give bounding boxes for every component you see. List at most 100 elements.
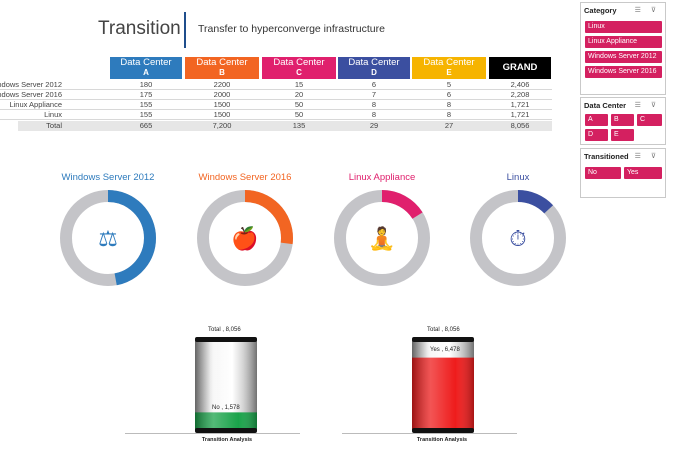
slicer-filter-icons[interactable]: ☰ ⊽ xyxy=(634,153,660,160)
slicer-title: Transitioned xyxy=(584,152,629,161)
table-row: Linux 155 1500 50 8 8 1,721 xyxy=(0,110,552,120)
table-cell: 665 xyxy=(139,121,153,130)
chart-axis-label: Transition Analysis xyxy=(201,437,253,443)
cylinder-shine xyxy=(195,340,257,430)
table-cell: 8 xyxy=(446,100,452,109)
slicer-item-yes[interactable]: Yes xyxy=(624,167,662,179)
chart-axis-line xyxy=(342,433,517,434)
slicer-item-windows-server-2016[interactable]: Windows Server 2016 xyxy=(585,66,662,78)
column-header-letter: A xyxy=(143,68,149,77)
column-header-label: Data Center xyxy=(273,57,325,68)
column-header-label: Data Center xyxy=(120,57,172,68)
row-total: 1,721 xyxy=(510,110,530,119)
row-total: 8,056 xyxy=(510,121,530,130)
table-cell: 8 xyxy=(371,110,377,119)
apple-icon: 🍎 xyxy=(231,225,258,252)
column-header-label: Data Center xyxy=(196,57,248,68)
row-label: Windows Server 2012 xyxy=(0,80,62,89)
table-cell: 180 xyxy=(139,80,153,89)
row-total: 2,406 xyxy=(510,80,530,89)
row-total: 1,721 xyxy=(510,100,530,109)
donut-charts: ⚖ 🍎 🧘 ⏱ xyxy=(60,190,566,286)
slicer-item-a[interactable]: A xyxy=(585,114,608,126)
donut-title-windows-server-2016: Windows Server 2016 xyxy=(198,172,292,183)
transition-chart-yes xyxy=(412,337,474,433)
table-cell: 8 xyxy=(371,100,377,109)
slicer-filter-icons[interactable]: ☰ ⊽ xyxy=(634,102,660,109)
table-cell: 1500 xyxy=(213,110,231,119)
table-cell: 135 xyxy=(292,121,306,130)
table-cell: 27 xyxy=(444,121,454,130)
transition-charts xyxy=(195,337,474,433)
category-slicer: Category ☰ ⊽ Linux Linux Appliance Windo… xyxy=(580,2,666,95)
slicer-title: Category xyxy=(584,6,617,15)
chart-value-label: No , 1,578 xyxy=(212,405,240,411)
donut-windows-server-2012: ⚖ xyxy=(60,190,156,286)
slicer-item-linux[interactable]: Linux xyxy=(585,21,662,33)
column-header-label: Data Center xyxy=(423,57,475,68)
table-cell: 155 xyxy=(139,110,153,119)
row-label: Linux xyxy=(44,110,62,119)
page-title: Transition xyxy=(98,18,181,39)
donut-segment xyxy=(60,190,156,286)
column-header-letter: E xyxy=(446,68,452,77)
cylinder-cap-bottom xyxy=(412,428,474,433)
table-cell: 175 xyxy=(139,90,153,99)
donut-segment xyxy=(334,190,430,286)
chart-value-label: Yes , 6,478 xyxy=(430,347,460,353)
row-label: Windows Server 2016 xyxy=(0,90,62,99)
title-divider xyxy=(184,12,186,48)
donut-linux-appliance: 🧘 xyxy=(334,190,430,286)
grand-total-header: GRAND TOTAL xyxy=(489,57,551,95)
donut-title-linux: Linux xyxy=(506,172,530,183)
column-header-d: Data Center D xyxy=(338,57,410,79)
slicer-item-no[interactable]: No xyxy=(585,167,621,179)
table-cell: 5 xyxy=(446,80,452,89)
slicer-item-c[interactable]: C xyxy=(637,114,662,126)
slicer-item-e[interactable]: E xyxy=(611,129,634,141)
table-cell: 15 xyxy=(294,80,304,89)
table-cell: 2200 xyxy=(213,80,231,89)
table-cell: 29 xyxy=(369,121,379,130)
meditation-icon: 🧘 xyxy=(368,226,395,252)
column-header-letter: C xyxy=(296,68,302,77)
slicer-item-linux-appliance[interactable]: Linux Appliance xyxy=(585,36,662,48)
row-label: Total xyxy=(46,121,62,130)
table-cell: 2000 xyxy=(213,90,231,99)
donut-windows-server-2016: 🍎 xyxy=(197,190,293,286)
scale-icon: ⚖ xyxy=(98,227,118,252)
row-total: 2,208 xyxy=(510,90,530,99)
cylinder-cap-top xyxy=(195,337,257,342)
slicer-item-b[interactable]: B xyxy=(611,114,634,126)
slicer-filter-icons[interactable]: ☰ ⊽ xyxy=(634,7,660,14)
slicer-title: Data Center xyxy=(584,101,627,110)
chart-total-label: Total , 8,056 xyxy=(208,327,241,333)
chart-axis-label: Transition Analysis xyxy=(416,437,468,443)
donut-linux: ⏱ xyxy=(470,190,566,286)
table-cell: 8 xyxy=(446,110,452,119)
cylinder-shine xyxy=(412,340,474,430)
column-header-label: Data Center xyxy=(348,57,400,68)
transition-chart-no xyxy=(195,337,257,433)
table-cell: 155 xyxy=(139,100,153,109)
donut-title-linux-appliance: Linux Appliance xyxy=(348,172,416,183)
slicer-item-windows-server-2012[interactable]: Windows Server 2012 xyxy=(585,51,662,63)
table-total-row: Total 665 7,200 135 29 27 8,056 xyxy=(18,121,552,131)
column-header-letter: B xyxy=(219,68,225,77)
chart-axis-line xyxy=(125,433,300,434)
donut-segment xyxy=(470,190,566,286)
column-header-e: Data Center E xyxy=(412,57,486,79)
slicer-item-d[interactable]: D xyxy=(585,129,608,141)
column-header-a: Data Center A xyxy=(110,57,182,79)
data-center-slicer: Data Center ☰ ⊽ A B C D E xyxy=(580,97,666,145)
row-label: Linux Appliance xyxy=(9,100,62,109)
table-row: Windows Server 2012 180 2200 15 6 5 2,40… xyxy=(0,80,552,90)
chart-total-label: Total , 8,056 xyxy=(427,327,460,333)
table-cell: 7 xyxy=(371,90,377,99)
table-cell: 6 xyxy=(446,90,452,99)
table-cell: 20 xyxy=(294,90,304,99)
table-row: Linux Appliance 155 1500 50 8 8 1,721 xyxy=(0,100,552,110)
table-cell: 50 xyxy=(294,110,304,119)
table-cell: 6 xyxy=(371,80,377,89)
table-row: Windows Server 2016 175 2000 20 7 6 2,20… xyxy=(0,90,552,100)
